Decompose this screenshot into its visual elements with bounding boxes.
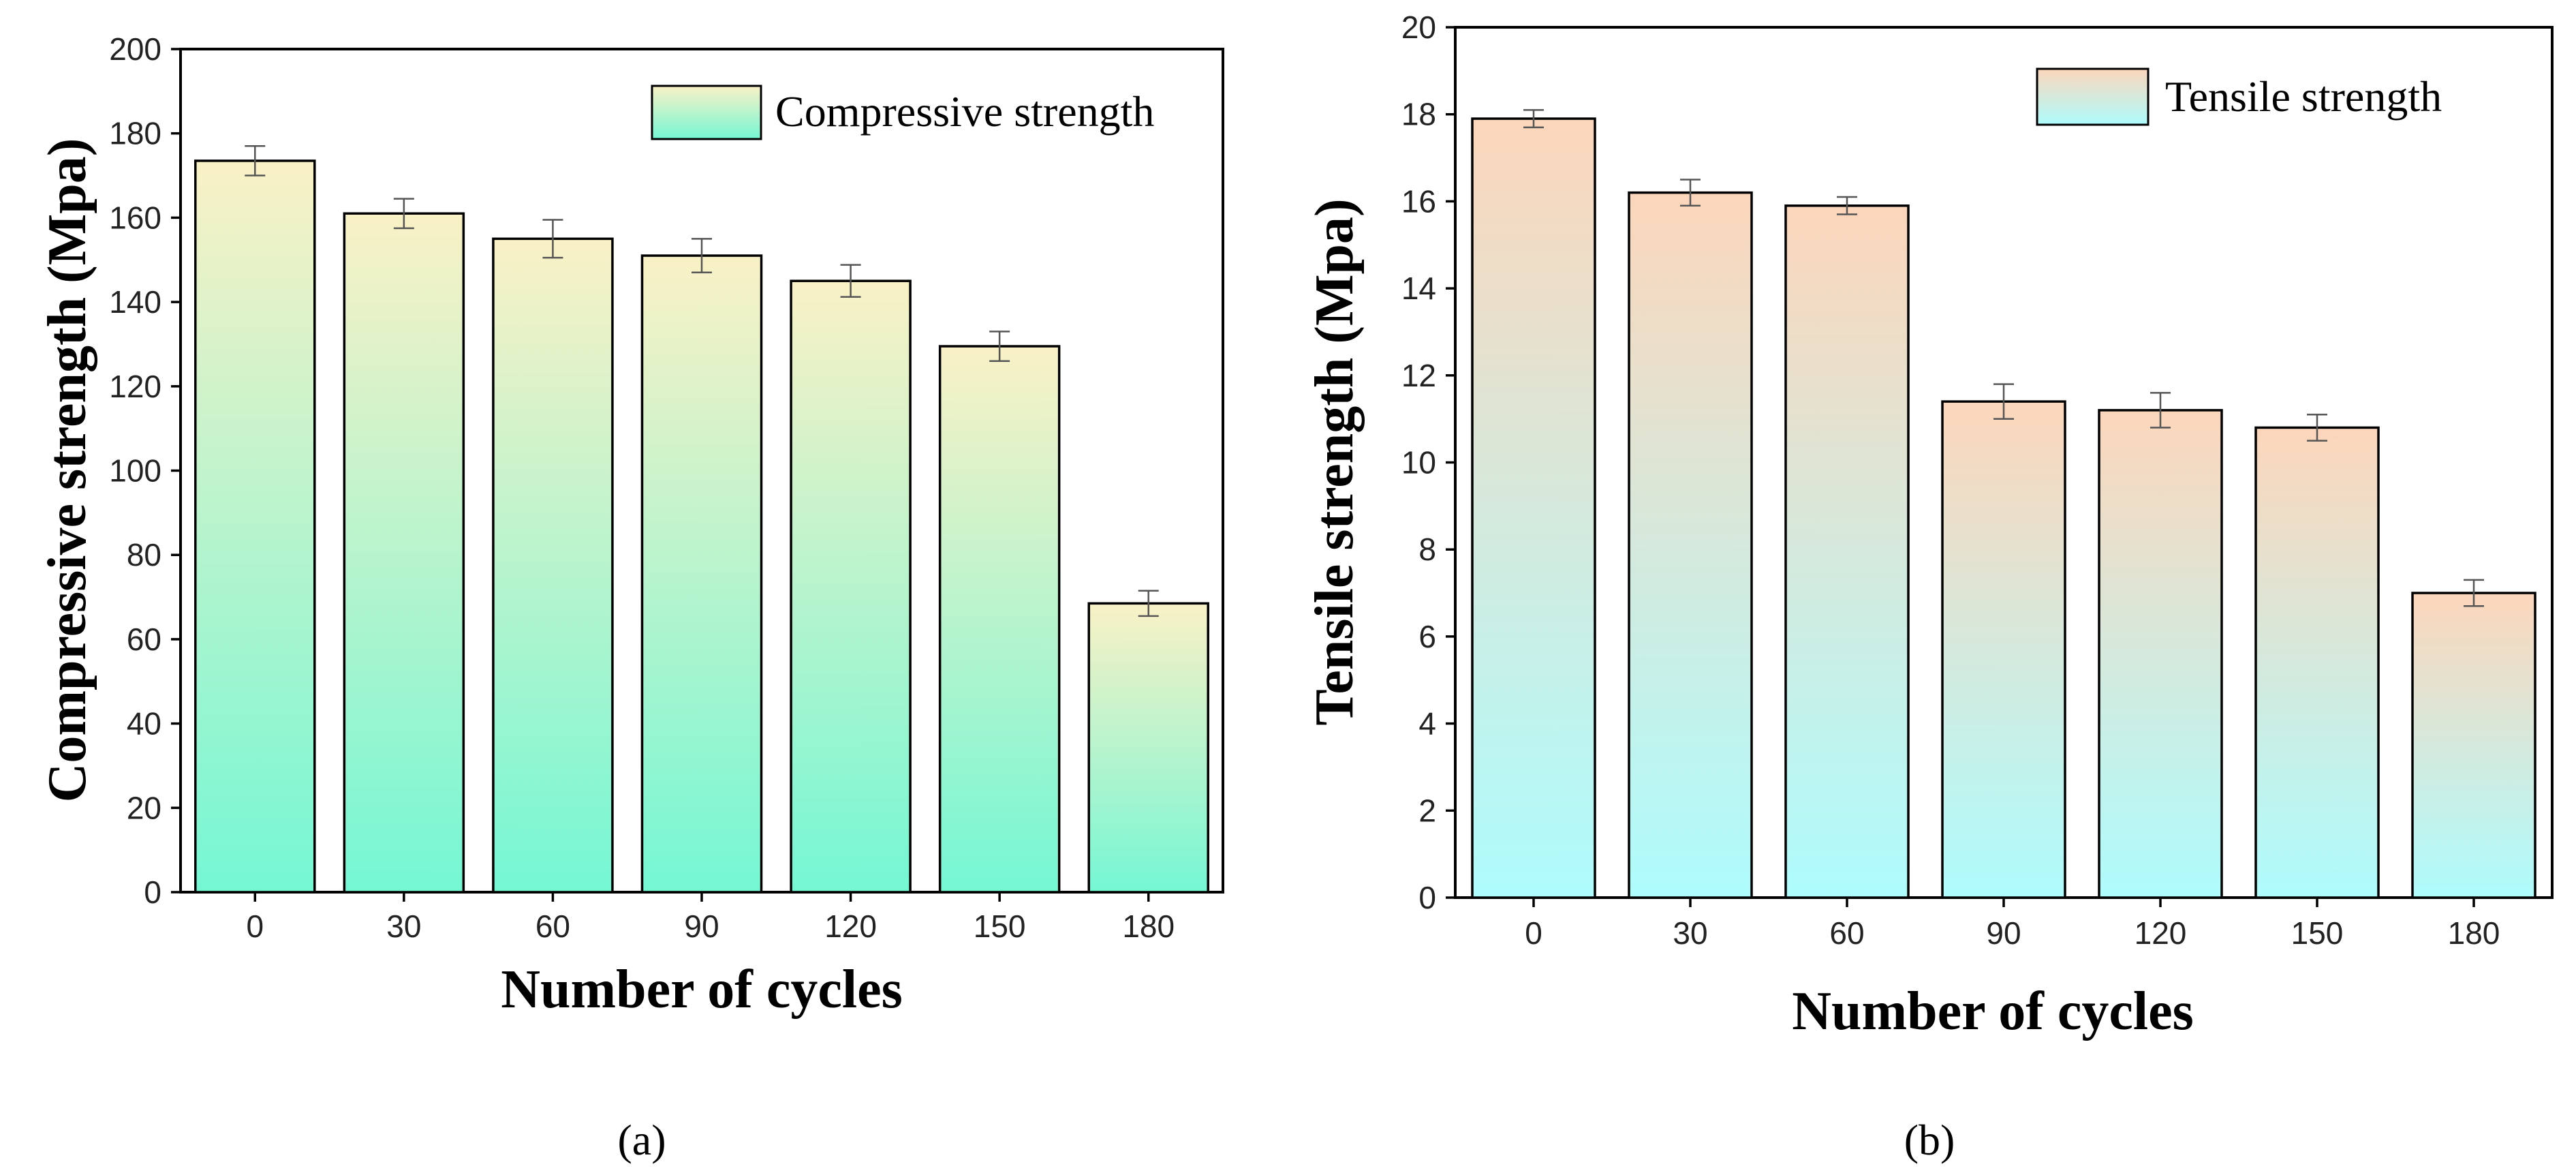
error-bar-180	[1138, 590, 1159, 617]
x-axis-title: Number of cycles	[501, 960, 903, 1020]
bar-120	[2098, 409, 2223, 899]
x-tick-label: 0	[246, 909, 264, 944]
bar-150	[2254, 426, 2380, 899]
y-tick-label: 12	[1401, 358, 1436, 393]
y-tick-label: 80	[127, 537, 161, 573]
bar-150	[938, 345, 1061, 894]
y-tick-label: 8	[1418, 532, 1436, 567]
error-bar-90	[1993, 383, 2014, 420]
legend: Tensile strength	[2036, 67, 2442, 126]
bar-group	[1471, 109, 2536, 899]
bar-180	[1087, 602, 1209, 894]
x-tick-label: 150	[974, 909, 1026, 944]
error-bar-60	[542, 219, 563, 259]
legend-swatch	[651, 85, 762, 140]
bar-30	[1628, 191, 1753, 899]
y-tick-label: 160	[109, 200, 161, 235]
legend-label: Tensile strength	[2165, 72, 2442, 121]
error-bar-30	[393, 198, 414, 230]
legend-label: Compressive strength	[775, 87, 1154, 136]
bar-0	[1471, 117, 1596, 899]
x-tick-label: 30	[1673, 915, 1707, 951]
y-tick-label: 200	[109, 31, 161, 67]
x-tick-label: 180	[1122, 909, 1175, 944]
x-tick-label: 180	[2448, 915, 2500, 951]
error-bar-0	[245, 145, 266, 177]
y-tick-label: 40	[127, 706, 161, 742]
y-tick-label: 0	[144, 874, 161, 910]
x-tick-label: 60	[536, 909, 570, 944]
y-tick-label: 10	[1401, 445, 1436, 480]
y-tick-label: 140	[109, 284, 161, 320]
y-axis-title: Tensile strength (Mpa)	[1305, 198, 1365, 725]
y-tick-label: 18	[1401, 97, 1436, 132]
x-tick-label: 120	[2135, 915, 2187, 951]
bar-90	[1941, 400, 2066, 899]
bar-group	[194, 145, 1209, 894]
bar-180	[2411, 592, 2536, 899]
compressive-strength-chart: 0 20 40 60 80 100 120 140 160 180 200 0 30 60 90 120 15…	[37, 31, 1224, 1164]
y-axis: 0 20 40 60 80 100 120 140 160 180 200	[109, 31, 181, 910]
legend-swatch	[2036, 67, 2150, 126]
y-tick-label: 14	[1401, 271, 1436, 306]
y-axis-title: Compressive strength (Mpa)	[37, 138, 97, 803]
y-tick-label: 20	[1401, 10, 1436, 45]
error-bar-30	[1680, 179, 1701, 207]
y-tick-label: 0	[1418, 880, 1436, 915]
error-bar-150	[989, 331, 1010, 362]
x-tick-label: 150	[2291, 915, 2344, 951]
bar-0	[194, 159, 316, 894]
y-tick-label: 20	[127, 790, 161, 825]
y-tick-label: 2	[1418, 793, 1436, 828]
bar-30	[343, 212, 465, 894]
panel-label: (b)	[1904, 1116, 1955, 1164]
error-bar-60	[1837, 196, 1857, 215]
y-tick-label: 100	[109, 453, 161, 489]
error-bar-0	[1523, 109, 1544, 129]
x-tick-label: 90	[684, 909, 719, 944]
error-bar-120	[2150, 392, 2171, 429]
error-bar-150	[2307, 414, 2327, 442]
x-axis: 0 30 60 90 120 150 180	[246, 892, 1175, 944]
error-bar-180	[2464, 579, 2484, 607]
legend: Compressive strength	[651, 85, 1154, 140]
x-tick-label: 30	[386, 909, 421, 944]
y-tick-label: 16	[1401, 183, 1436, 219]
tensile-strength-chart: 0 2 4 6 8 10 12 14 16 18 20 0 30 60 90 120 150 180 Tensi…	[1305, 10, 2554, 1164]
x-axis-title: Number of cycles	[1792, 981, 2194, 1041]
y-axis: 0 2 4 6 8 10 12 14 16 18 20	[1401, 10, 1455, 915]
x-tick-label: 0	[1525, 915, 1542, 951]
bar-120	[790, 279, 912, 894]
error-bar-120	[840, 264, 861, 298]
x-tick-label: 120	[824, 909, 877, 944]
x-axis: 0 30 60 90 120 150 180	[1525, 898, 2500, 951]
y-tick-label: 4	[1418, 706, 1436, 742]
y-tick-label: 180	[109, 116, 161, 151]
bar-90	[640, 254, 763, 894]
x-tick-label: 60	[1829, 915, 1864, 951]
bar-60	[1784, 204, 1910, 899]
y-tick-label: 6	[1418, 619, 1436, 654]
y-tick-label: 60	[127, 622, 161, 657]
panel-label: (a)	[617, 1116, 666, 1164]
bar-60	[492, 237, 614, 894]
error-bar-90	[692, 238, 712, 274]
x-tick-label: 90	[1986, 915, 2021, 951]
y-tick-label: 120	[109, 369, 161, 404]
